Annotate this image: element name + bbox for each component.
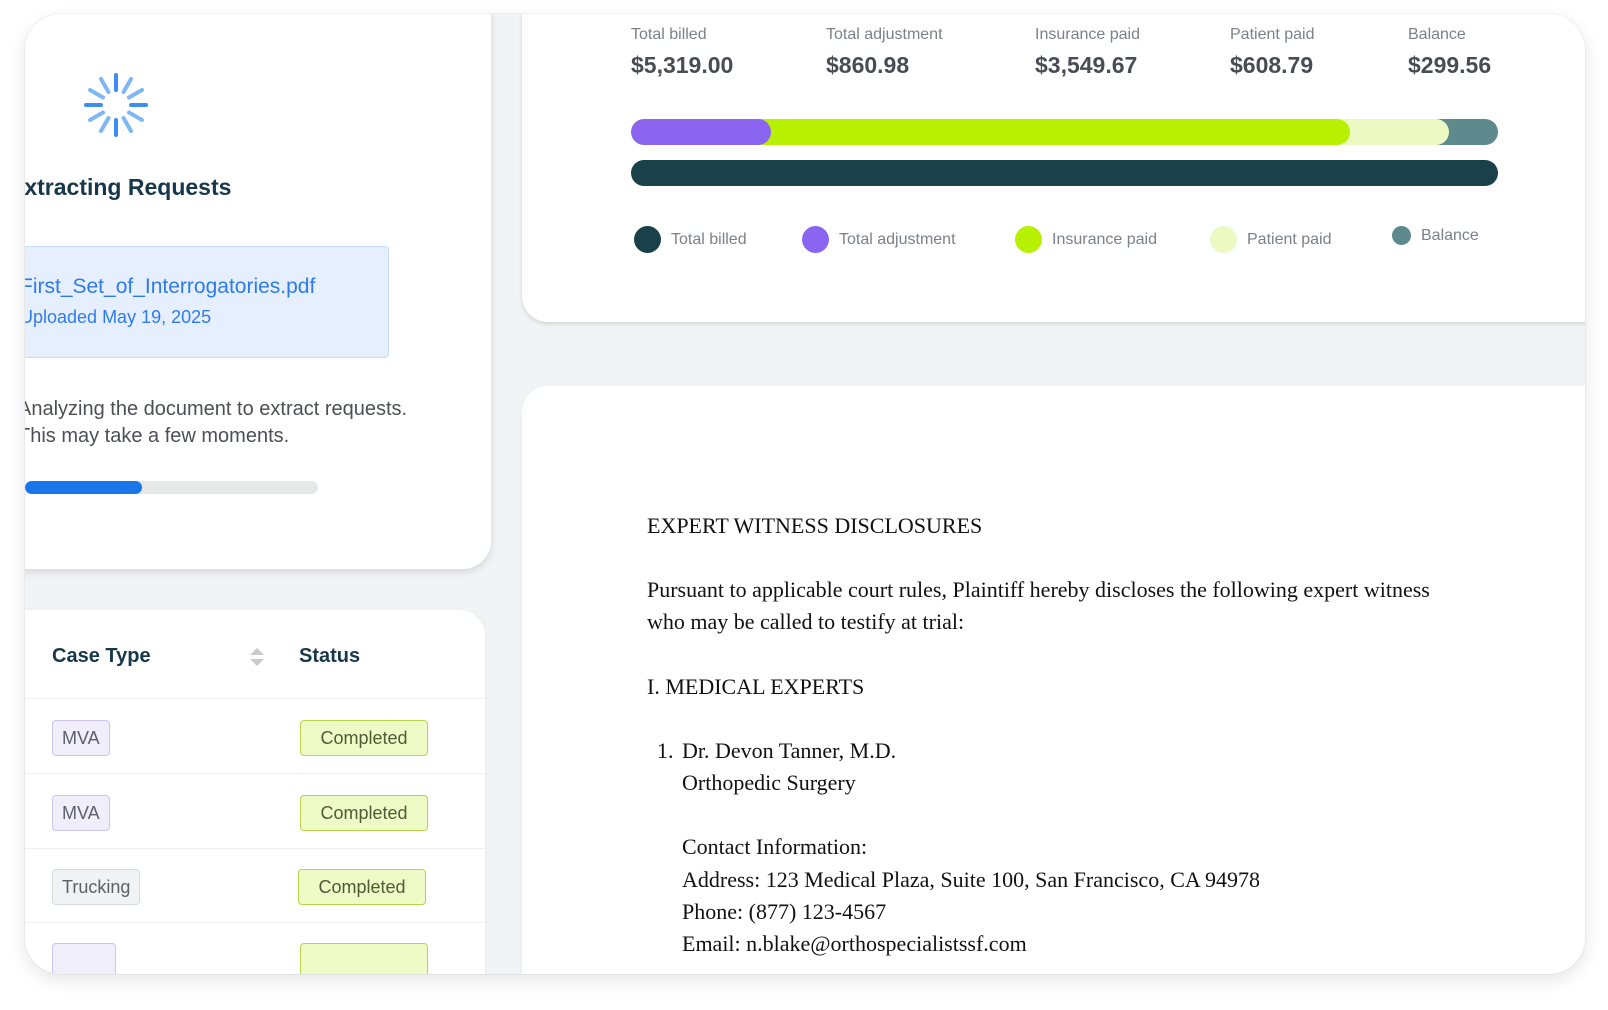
legend-label: Total billed: [671, 230, 747, 248]
stat-total-adjustment: Total adjustment $860.98: [826, 26, 943, 79]
list-item-number: 1.: [657, 738, 674, 763]
spinner-ray: [126, 88, 144, 100]
document-intro-line-1: Pursuant to applicable court rules, Plai…: [647, 577, 1430, 602]
extracting-requests-card: Extracting Requests First_Set_of_Interro…: [25, 14, 491, 569]
progress-fill: [25, 481, 143, 494]
legend-label: Insurance paid: [1052, 230, 1157, 248]
sort-icon[interactable]: [249, 646, 265, 668]
status-badge: Completed: [300, 795, 428, 831]
stat-label: Insurance paid: [1035, 26, 1140, 43]
status-line-2: This may take a few moments.: [25, 425, 290, 447]
status-badge: [300, 943, 428, 974]
expert-specialty: Orthopedic Surgery: [682, 770, 856, 795]
spinner-ray: [99, 77, 111, 95]
document-section-title: I. MEDICAL EXPERTS: [647, 674, 865, 699]
file-name-link[interactable]: First_Set_of_Interrogatories.pdf: [25, 275, 316, 298]
breakdown-bar: [631, 119, 1498, 145]
stat-patient-paid: Patient paid $608.79: [1230, 26, 1315, 79]
spinner-ray: [88, 88, 106, 100]
table-row[interactable]: [25, 922, 485, 974]
legend-dot: [1015, 226, 1042, 253]
legend-dot: [802, 226, 829, 253]
expert-name: Dr. Devon Tanner, M.D.: [682, 738, 897, 763]
stat-value: $860.98: [826, 52, 910, 78]
case-type-tag: MVA: [52, 720, 110, 756]
legend-label: Balance: [1421, 226, 1479, 244]
spinner-ray: [121, 77, 133, 95]
status-line-1: Analyzing the document to extract reques…: [25, 398, 408, 420]
status-badge: Completed: [298, 869, 426, 905]
legend-label: Total adjustment: [839, 230, 956, 248]
case-type-tag: Trucking: [52, 869, 141, 905]
table-row[interactable]: MVA Completed: [25, 699, 485, 774]
contact-email: Email: n.blake@orthospecialistssf.com: [682, 931, 1027, 956]
spinner-ray: [126, 110, 144, 122]
column-header-case-type[interactable]: Case Type: [52, 645, 151, 667]
legend-item-total-adjustment: Total adjustment: [802, 226, 956, 253]
extraction-status-message: Analyzing the document to extract reques…: [25, 396, 407, 450]
stat-value: $5,319.00: [631, 52, 734, 78]
document-preview: EXPERT WITNESS DISCLOSURES Pursuant to a…: [522, 386, 1585, 974]
extraction-progress-bar: [25, 481, 318, 494]
extracting-title: Extracting Requests: [25, 174, 232, 200]
app-window: Extracting Requests First_Set_of_Interro…: [25, 14, 1585, 974]
legend-dot: [1210, 226, 1237, 253]
table-row[interactable]: MVA Completed: [25, 774, 485, 849]
stat-balance: Balance $299.56: [1408, 26, 1491, 79]
table-row[interactable]: Trucking Completed: [25, 848, 485, 923]
legend-item-balance: Balance: [1388, 226, 1479, 245]
table-header-row: Case Type Status: [25, 610, 485, 699]
contact-phone: Phone: (877) 123-4567: [682, 899, 887, 924]
file-upload-date: Uploaded May 19, 2025: [25, 307, 212, 327]
stat-label: Total billed: [631, 26, 707, 43]
loading-spinner-icon: [84, 73, 148, 137]
adjustment-segment: [631, 119, 772, 145]
stat-value: $3,549.67: [1035, 52, 1138, 78]
spinner-ray: [121, 115, 133, 133]
status-badge: Completed: [300, 720, 428, 756]
legend-label: Patient paid: [1247, 230, 1332, 248]
column-header-status[interactable]: Status: [299, 645, 361, 667]
chart-legend: Total billed Total adjustment Insurance …: [522, 226, 1585, 256]
uploaded-file-box[interactable]: First_Set_of_Interrogatories.pdf Uploade…: [25, 246, 389, 358]
contact-address: Address: 123 Medical Plaza, Suite 100, S…: [682, 867, 1261, 892]
total-billed-bar: [631, 160, 1498, 186]
stat-label: Patient paid: [1230, 26, 1315, 43]
case-type-tag: MVA: [52, 795, 110, 831]
spinner-ray: [88, 110, 106, 122]
stat-total-billed: Total billed $5,319.00: [631, 26, 733, 79]
spinner-ray: [99, 115, 111, 133]
document-intro-line-2: who may be called to testify at trial:: [647, 609, 965, 634]
legend-item-patient-paid: Patient paid: [1210, 226, 1332, 253]
stat-value: $608.79: [1230, 52, 1314, 78]
cases-table: Case Type Status MVA Completed MVA Compl…: [25, 610, 485, 974]
stat-label: Balance: [1408, 26, 1466, 43]
legend-dot: [1392, 226, 1411, 245]
legend-item-total-billed: Total billed: [634, 226, 747, 253]
document-heading: EXPERT WITNESS DISCLOSURES: [647, 513, 983, 538]
contact-label: Contact Information:: [682, 834, 868, 859]
stat-value: $299.56: [1408, 52, 1492, 78]
stat-insurance-paid: Insurance paid $3,549.67: [1035, 26, 1140, 79]
legend-dot: [634, 226, 661, 253]
case-type-tag: [52, 943, 116, 974]
legend-item-insurance-paid: Insurance paid: [1015, 226, 1157, 253]
billing-summary-card: Total billed $5,319.00 Total adjustment …: [522, 14, 1585, 322]
stat-label: Total adjustment: [826, 26, 943, 43]
